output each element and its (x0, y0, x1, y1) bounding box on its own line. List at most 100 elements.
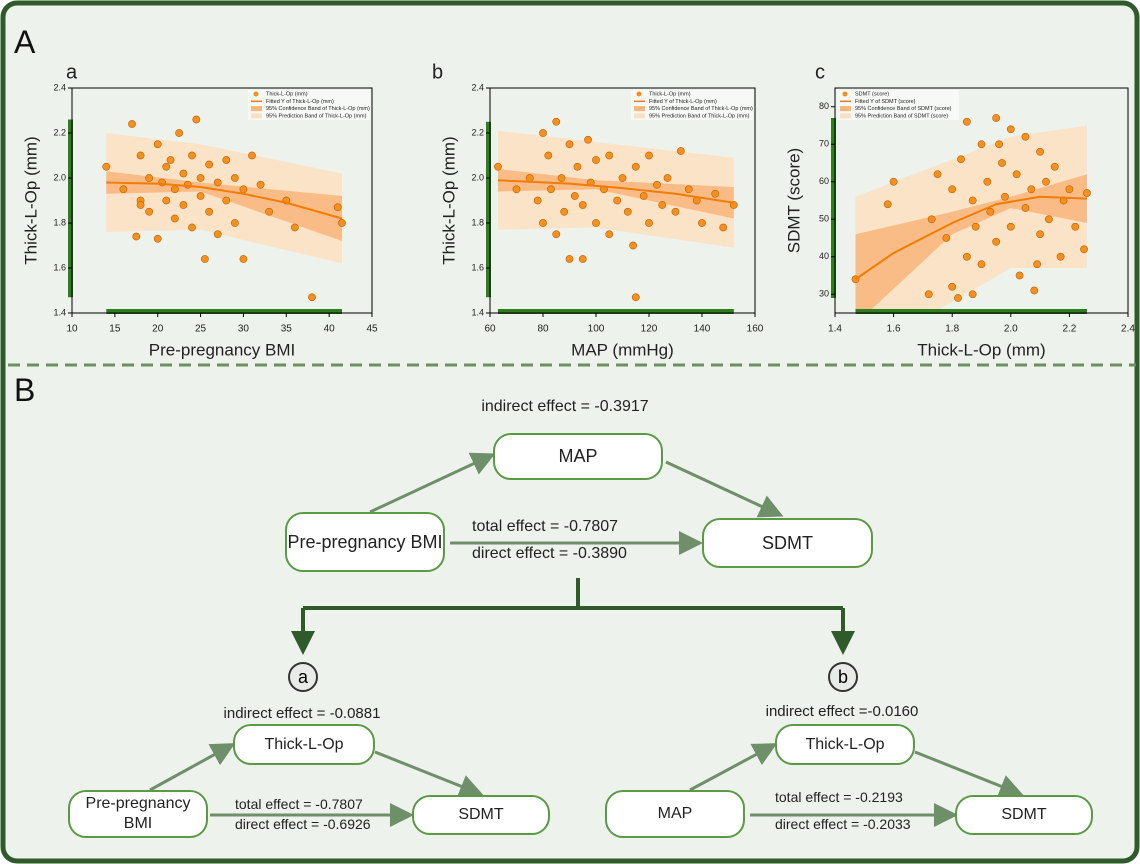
point (1045, 216, 1052, 223)
point (949, 186, 956, 193)
point (934, 171, 941, 178)
x-tick-label: 20 (152, 324, 164, 335)
point (963, 118, 970, 125)
point (494, 163, 501, 170)
point (547, 186, 554, 193)
point (338, 219, 345, 226)
point (978, 261, 985, 268)
point (606, 231, 613, 238)
point (154, 235, 161, 242)
point (1042, 178, 1049, 185)
point (539, 219, 546, 226)
frame (3, 3, 1137, 861)
x-tick-label: 10 (66, 324, 78, 335)
point (998, 159, 1005, 166)
point (163, 197, 170, 204)
node: MAP (493, 433, 663, 480)
point (539, 129, 546, 136)
point (534, 197, 541, 204)
y-tick-label: 70 (819, 139, 829, 149)
point (137, 152, 144, 159)
point (606, 152, 613, 159)
point (984, 178, 991, 185)
point (120, 186, 127, 193)
point (1022, 204, 1029, 211)
point (553, 118, 560, 125)
x-tick-label: 35 (281, 324, 293, 335)
point (624, 208, 631, 215)
legend-symbol (634, 106, 645, 111)
point (592, 156, 599, 163)
point (171, 215, 178, 222)
node: MAP (605, 790, 745, 838)
point (180, 170, 187, 177)
legend-label: SDMT (score) (855, 91, 889, 97)
point (943, 234, 950, 241)
point (163, 163, 170, 170)
node: SDMT (702, 518, 873, 568)
point (167, 156, 174, 163)
point (949, 283, 956, 290)
point (659, 201, 666, 208)
point (1083, 189, 1090, 196)
x-tick-label: 2.0 (1004, 324, 1018, 335)
point (188, 152, 195, 159)
point (574, 163, 581, 170)
point (584, 136, 591, 143)
x-tick-label: 30 (238, 324, 250, 335)
legend-symbol (251, 106, 262, 111)
y-tick-label: 1.8 (471, 217, 484, 227)
direct-effect: direct effect = -0.6926 (235, 816, 371, 832)
panel-letter: a (66, 61, 78, 83)
point (176, 129, 183, 136)
legend-label: 95% Prediction Band of SDMT (score) (855, 113, 948, 119)
point (1022, 133, 1029, 140)
point (231, 174, 238, 181)
point (171, 186, 178, 193)
point (184, 181, 191, 188)
total-effect: total effect = -0.2193 (775, 789, 903, 805)
y-tick-label: 2.2 (471, 127, 484, 137)
indirect-effect: indirect effect = -0.0881 (224, 705, 381, 722)
point (619, 174, 626, 181)
point (197, 174, 204, 181)
point (248, 152, 255, 159)
legend-symbol (840, 113, 851, 118)
point (1013, 171, 1020, 178)
legend: SDMT (score)Fitted Y of SDMT (score)95% … (837, 90, 959, 120)
figure: 10152025303540451.41.61.82.02.22.4Pre-pr… (0, 0, 1140, 864)
x-tick-label: 45 (366, 324, 378, 335)
legend-symbol (840, 106, 851, 111)
y-tick-label: 2.4 (471, 82, 484, 92)
panel-label: B (14, 372, 35, 409)
x-tick-label: 1.4 (828, 324, 842, 335)
x-tick-label: 2.4 (1121, 324, 1135, 335)
y-tick-label: 1.8 (53, 217, 66, 227)
point (632, 163, 639, 170)
point (240, 186, 247, 193)
point (240, 255, 247, 262)
point (1080, 246, 1087, 253)
node: SDMT (955, 795, 1093, 835)
point (632, 294, 639, 301)
indirect-effect: indirect effect = -0.3917 (481, 398, 648, 416)
legend-label: 95% Prediction Band of Thick-L-Op (mm) (266, 113, 367, 119)
point (653, 181, 660, 188)
point (720, 224, 727, 231)
legend-label: 95% Prediction Band of Thick-L-Op (mm) (649, 113, 750, 119)
point (1037, 148, 1044, 155)
point (188, 224, 195, 231)
point (698, 219, 705, 226)
point (571, 192, 578, 199)
point (995, 141, 1002, 148)
point (993, 114, 1000, 121)
panel-label: A (14, 24, 35, 61)
point (672, 208, 679, 215)
y-tick-label: 60 (819, 176, 829, 186)
point (1007, 126, 1014, 133)
point (1051, 163, 1058, 170)
legend-label: 95% Confidence Band of Thick-L-Op (mm) (649, 106, 753, 112)
point (978, 141, 985, 148)
x-tick-label: 120 (641, 324, 658, 335)
point (579, 255, 586, 262)
